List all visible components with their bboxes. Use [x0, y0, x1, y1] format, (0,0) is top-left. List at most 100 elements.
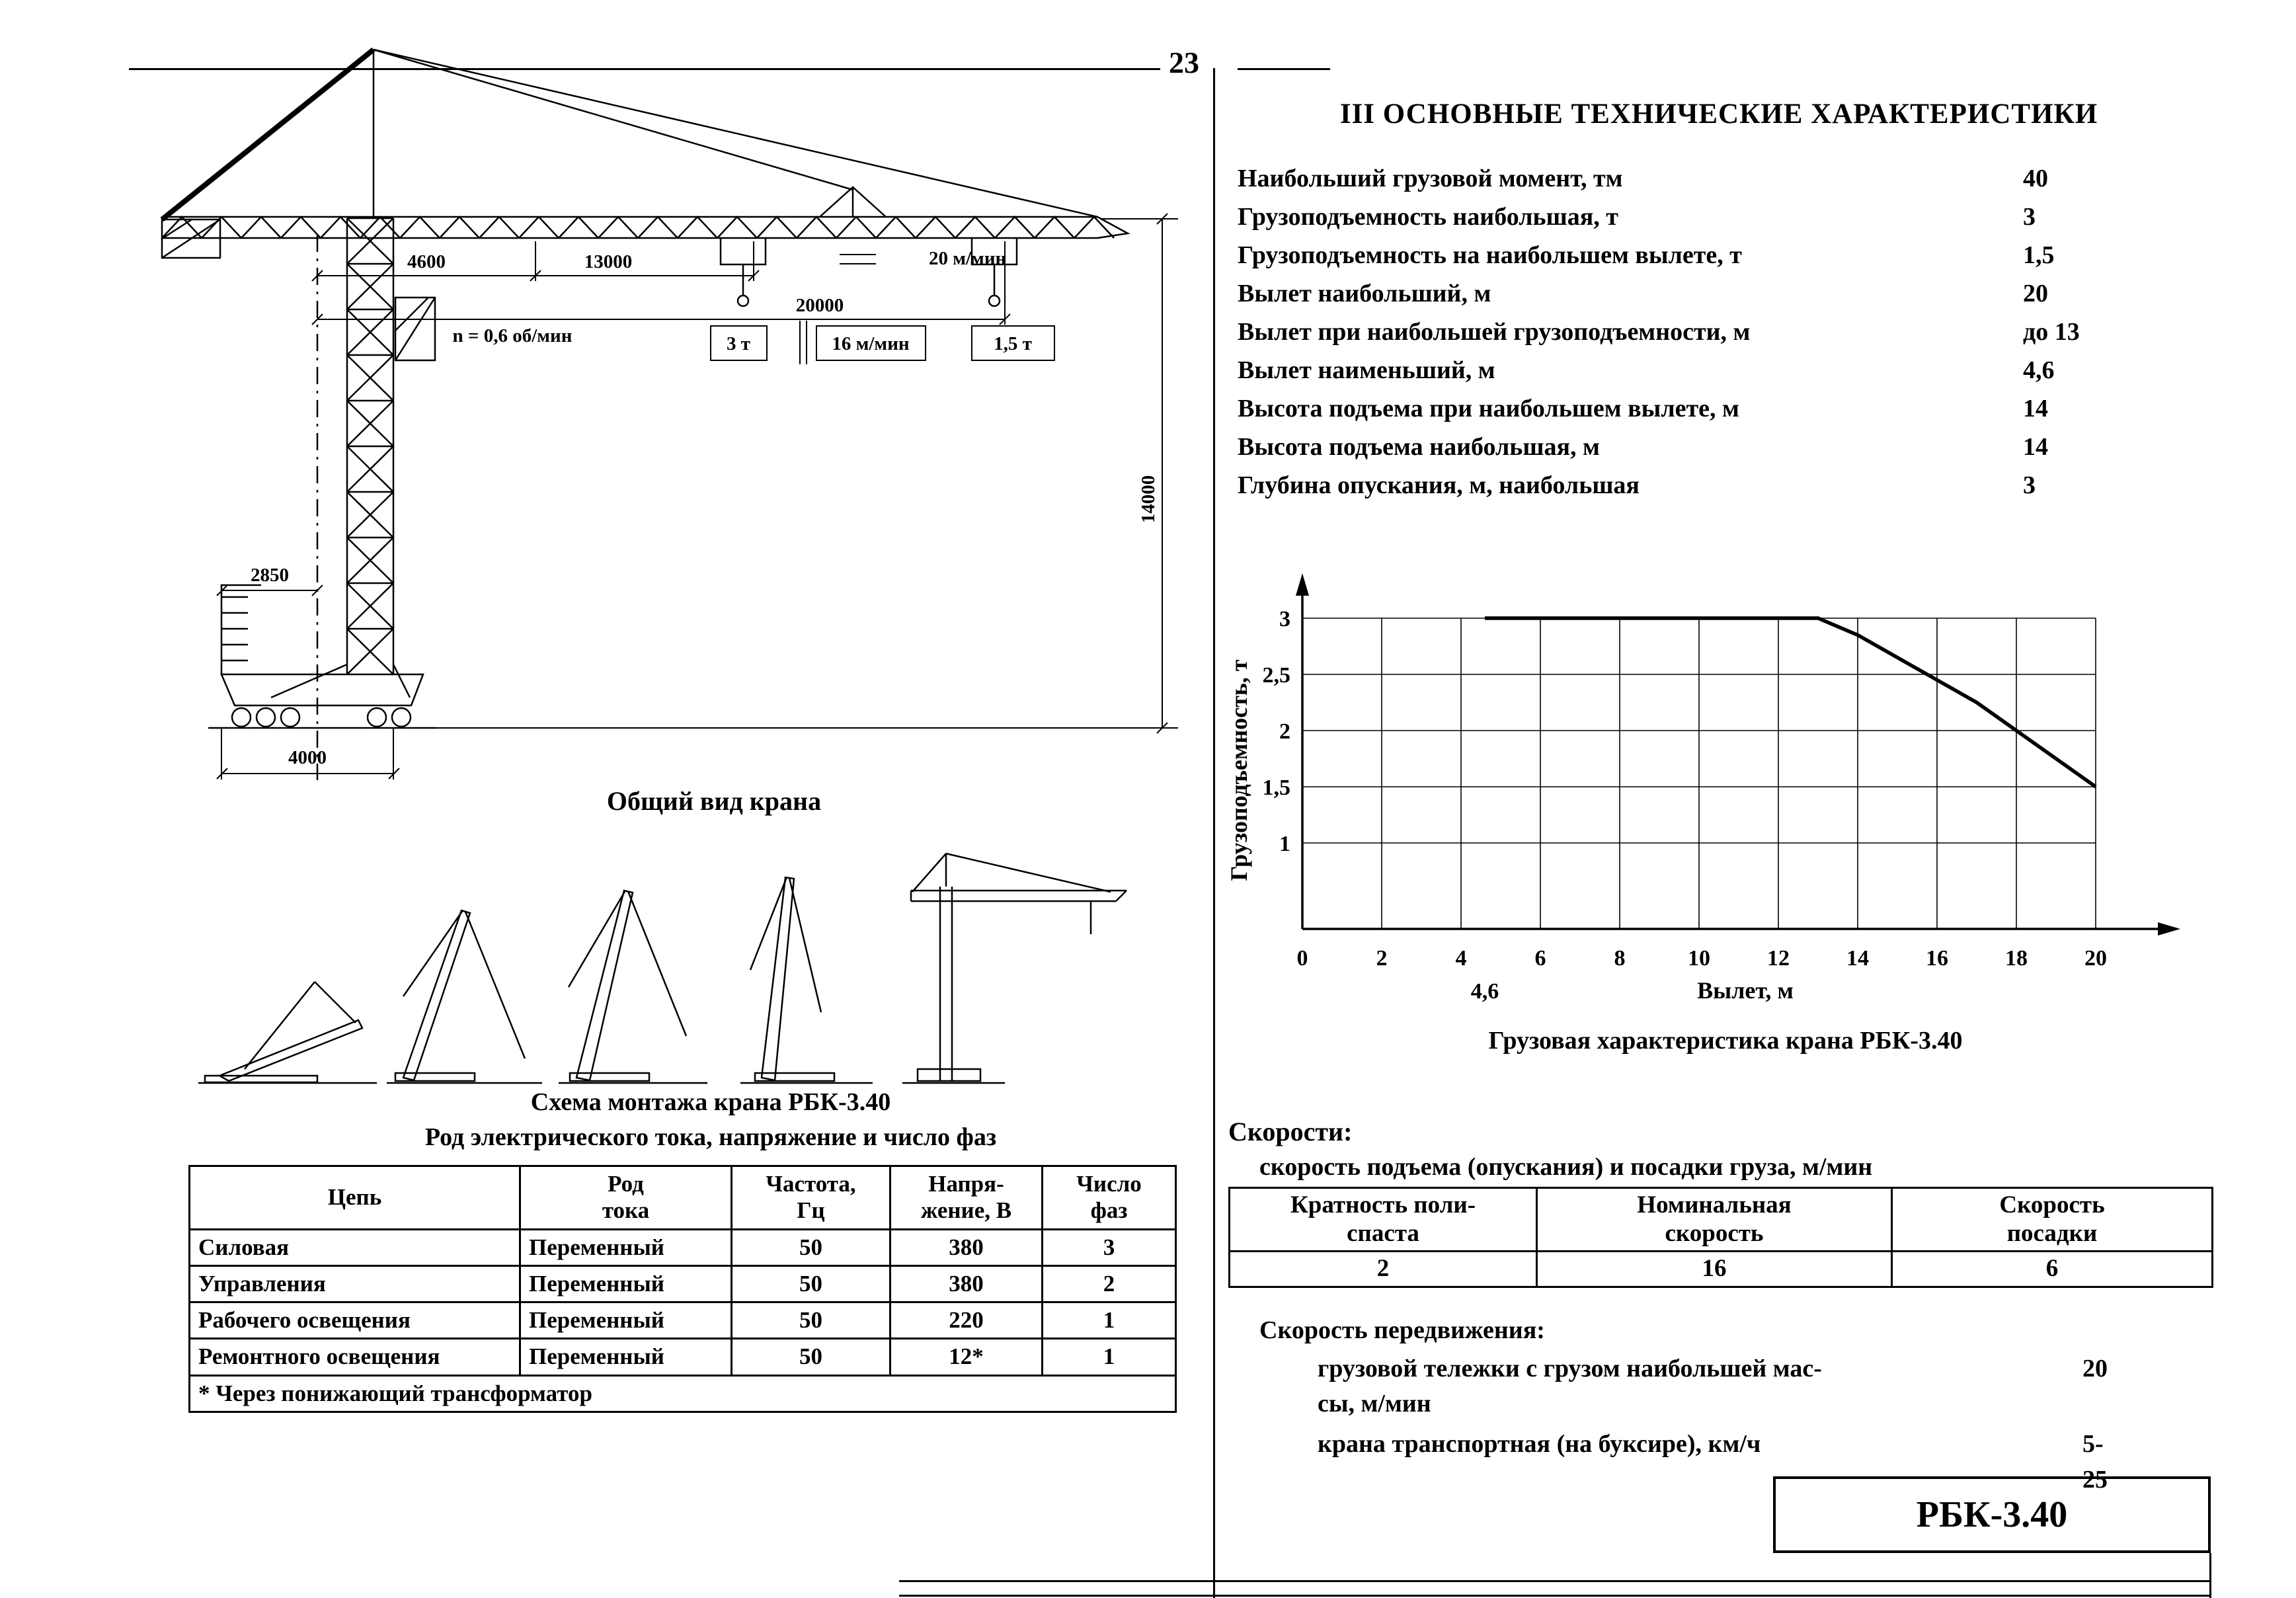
- hoist-speed-symbol: [840, 254, 876, 264]
- cell-circuit: Силовая: [188, 1228, 521, 1267]
- speeds-title: Скорости:: [1228, 1117, 1353, 1146]
- y-axis-label: Грузоподъемность, т: [1226, 659, 1252, 881]
- dim-4600-label: 4600: [407, 251, 446, 272]
- speeds-value-row: 2 16 6: [1228, 1250, 2213, 1288]
- spec-label: Высота подъема при наибольшем вылете, м: [1238, 395, 1739, 422]
- base-platform: [220, 673, 424, 707]
- base-strut-left: [270, 663, 348, 699]
- spec-value: до 13: [2023, 318, 2080, 346]
- spec-value: 14: [2023, 433, 2048, 461]
- montage-caption: Схема монтажа крана РБК-3.40: [530, 1088, 891, 1116]
- load-chart: 0 2 4 6 8 10 12 14 16 18 20 4,6 3 2,5 2 …: [1223, 539, 2241, 1021]
- hook-2: [988, 294, 1001, 307]
- top-rule-right: [1238, 68, 1330, 70]
- col-circuit: Цепь: [188, 1165, 521, 1230]
- col-voltage: Напря- жение, В: [889, 1165, 1043, 1230]
- cell-freq: 50: [731, 1228, 891, 1267]
- spec-label: Грузоподъемность на наибольшем вылете, т: [1238, 241, 1742, 269]
- capacity-main-label: 3 т: [727, 333, 750, 354]
- section-title: III ОСНОВНЫЕ ТЕХНИЧЕСКИЕ ХАРАКТЕРИСТИКИ: [1339, 99, 2098, 130]
- spec-row: Вылет при наибольшей грузоподъемности, м…: [1238, 314, 2216, 352]
- crane-view-caption: Общий вид крана: [606, 786, 822, 816]
- spec-row: Наибольший грузовой момент, тм 40: [1238, 161, 2216, 199]
- spec-label: Вылет наибольший, м: [1238, 280, 1491, 307]
- model-designation-box: РБК-3.40: [1773, 1476, 2211, 1553]
- x-tick: 10: [1688, 946, 1710, 971]
- dim-ticks-3: [216, 584, 323, 596]
- cell-phases: 1: [1041, 1300, 1177, 1340]
- speeds-subtitle: скорость подъема (опускания) и посадки г…: [1259, 1153, 1873, 1181]
- y-axis-arrow: [1296, 573, 1309, 596]
- travel-label: грузовой тележки с грузом наибольшей мас…: [1318, 1355, 1822, 1418]
- y-tick: 3: [1279, 607, 1290, 631]
- dim-14000-label: 14000: [1138, 475, 1159, 524]
- dim-2850-label: 2850: [251, 565, 289, 586]
- chart-caption: Грузовая характеристика крана РБК-3.40: [1488, 1027, 1963, 1055]
- hook-1: [736, 294, 750, 307]
- specs-list: Наибольший грузовой момент, тм 40 Грузоп…: [1238, 161, 2216, 506]
- cell-circuit: Управления: [188, 1264, 521, 1304]
- montage-stage-4: [740, 876, 873, 1084]
- electric-table: Цепь Род тока Частота, Гц Напря- жение, …: [188, 1165, 1177, 1413]
- machinery-cab: [394, 296, 436, 362]
- rotation-speed-label: n = 0,6 об/мин: [453, 325, 573, 346]
- x-tick: 12: [1767, 946, 1790, 971]
- load-curve: [1485, 616, 2097, 789]
- col-freq: Частота, Гц: [731, 1165, 891, 1230]
- travel-title: Скорость передвижения:: [1259, 1316, 1545, 1344]
- cell-current: Переменный: [519, 1338, 732, 1377]
- montage-stage-2: [387, 909, 542, 1084]
- cell-ratio: 2: [1228, 1250, 1538, 1288]
- col-phases: Число фаз: [1041, 1165, 1177, 1230]
- y-tick: 2: [1279, 719, 1290, 744]
- x-tick: 8: [1614, 946, 1626, 971]
- electric-title: Род электрического тока, напряжение и чи…: [424, 1123, 997, 1151]
- spec-row: Вылет наибольший, м 20: [1238, 276, 2216, 314]
- cell-phases: 3: [1041, 1228, 1177, 1267]
- spec-value: 1,5: [2023, 241, 2055, 269]
- col-landing: Скорость посадки: [1891, 1186, 2213, 1253]
- capacity-tip-label: 1,5 т: [994, 333, 1032, 354]
- travel-item: грузовой тележки с грузом наибольшей мас…: [1259, 1351, 2108, 1421]
- x-axis-label: Вылет, м: [1697, 977, 1794, 1004]
- spec-value: 3: [2023, 471, 2036, 499]
- jib-tip: [1097, 216, 1130, 239]
- capacity-main-box: [710, 325, 768, 361]
- table-row: Управления Переменный 50 380 2: [188, 1264, 1177, 1304]
- dim-13000-label: 13000: [584, 251, 633, 272]
- trolley-speed-box: [816, 325, 926, 361]
- cell-phases: 2: [1041, 1264, 1177, 1304]
- spec-value: 3: [2023, 203, 2036, 231]
- spec-value: 14: [2023, 395, 2048, 422]
- spec-label: Высота подъема наибольшая, м: [1238, 433, 1600, 461]
- cell-voltage: 220: [889, 1300, 1043, 1340]
- montage-stage-5: [902, 852, 1127, 1084]
- spec-row: Вылет наименьший, м 4,6: [1238, 352, 2216, 391]
- bottom-rule-2: [899, 1595, 2211, 1597]
- y-tick-labels: 3 2,5 2 1,5 1: [1263, 607, 1291, 856]
- cell-circuit: Ремонтного освещения: [188, 1338, 521, 1377]
- x-tick: 16: [1926, 946, 1948, 971]
- cab-hatch: [394, 297, 436, 361]
- x-tick: 14: [1846, 946, 1869, 971]
- cell-landing: 6: [1891, 1250, 2213, 1288]
- trolley-speed-label: 16 м/мин: [832, 333, 909, 354]
- y-tick: 2,5: [1263, 663, 1291, 688]
- table-row: Ремонтного освещения Переменный 50 12* 1: [188, 1338, 1177, 1377]
- cable-left-thick: [160, 47, 376, 222]
- bottom-rule-1: [899, 1580, 2211, 1582]
- x-axis-arrow: [2158, 922, 2180, 936]
- spec-value: 20: [2023, 280, 2048, 307]
- spec-label: Вылет наименьший, м: [1238, 356, 1495, 384]
- crane-general-view: 4600 13000 20000 2850 4000 14000 n = 0,6…: [160, 47, 1178, 780]
- wheel: [391, 707, 412, 728]
- table-row: Силовая Переменный 50 380 3: [188, 1228, 1177, 1267]
- spec-value: 40: [2023, 165, 2048, 192]
- cell-current: Переменный: [519, 1228, 732, 1267]
- x-tick-labels: 0 2 4 6 8 10 12 14 16 18 20 4,6: [1297, 946, 2108, 1004]
- cell-freq: 50: [731, 1264, 891, 1304]
- chart-axes: [1296, 573, 2180, 936]
- tower-lattice: [346, 217, 394, 675]
- ladder-rungs: [221, 596, 248, 662]
- cell-circuit: Рабочего освещения: [188, 1300, 521, 1340]
